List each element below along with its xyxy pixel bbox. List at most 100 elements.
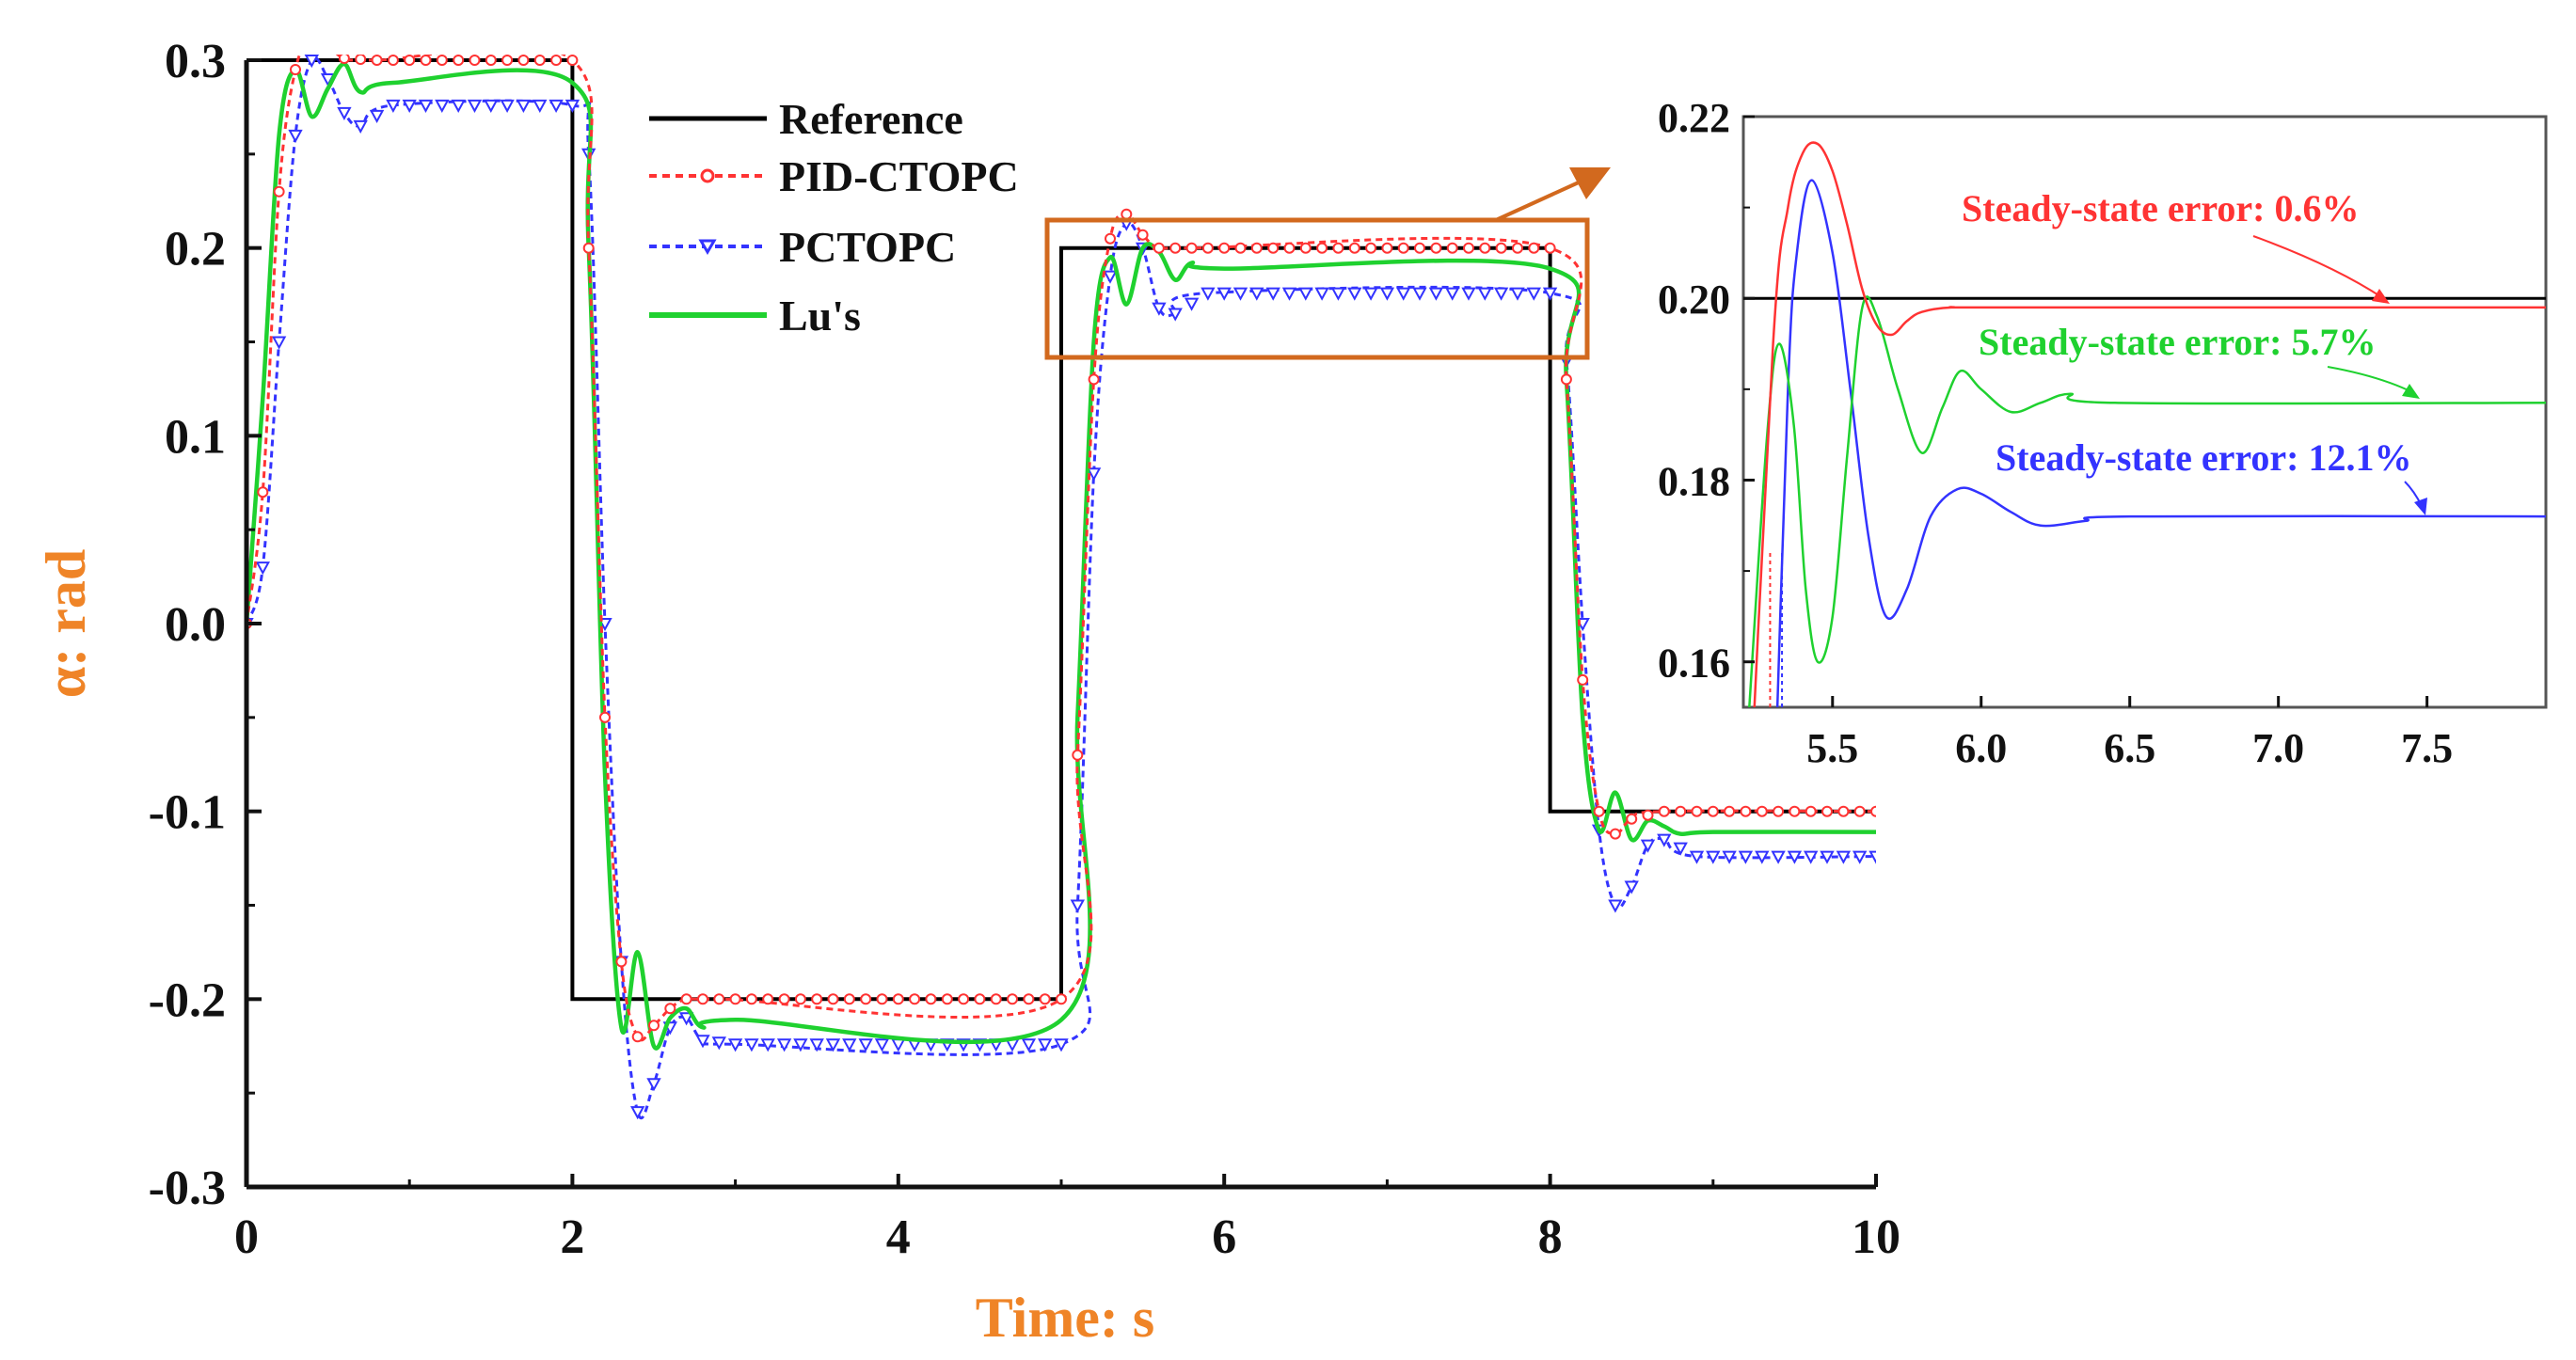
marker-pid-ctopc bbox=[876, 993, 888, 1005]
main-series-group bbox=[246, 37, 1876, 1120]
x-tick-label: 4 bbox=[886, 1210, 911, 1264]
marker-pid-ctopc bbox=[501, 55, 514, 66]
x-tick-label: 6 bbox=[1212, 1210, 1236, 1264]
marker-pctopc bbox=[564, 99, 580, 113]
series-pid-ctopc-line bbox=[246, 55, 1876, 1042]
inset-y-tick-label: 0.20 bbox=[1658, 277, 1730, 323]
marker-pid-ctopc bbox=[1056, 993, 1067, 1005]
marker-pctopc bbox=[1755, 850, 1770, 864]
marker-pid-ctopc bbox=[1185, 242, 1198, 254]
legend-label-reference: Reference bbox=[779, 95, 963, 143]
marker-pctopc bbox=[1852, 850, 1868, 864]
legend-label-lus: Lu's bbox=[779, 292, 861, 340]
marker-pctopc bbox=[1526, 287, 1541, 301]
inset-y-tick-label: 0.16 bbox=[1658, 640, 1730, 687]
marker-pid-ctopc bbox=[1121, 208, 1133, 220]
marker-pctopc bbox=[1836, 850, 1852, 864]
series-lus-line bbox=[246, 61, 1876, 1051]
marker-pctopc bbox=[451, 99, 466, 113]
marker-pid-ctopc bbox=[1609, 828, 1621, 840]
zoom-arrow-line bbox=[1495, 180, 1582, 222]
marker-pctopc bbox=[1771, 850, 1786, 864]
marker-pid-ctopc bbox=[550, 55, 563, 66]
marker-pctopc bbox=[402, 99, 417, 113]
y-tick-label: -0.3 bbox=[149, 1162, 226, 1215]
marker-pid-ctopc bbox=[1658, 805, 1670, 817]
annotation-arrow-lus bbox=[2402, 384, 2420, 399]
marker-pctopc bbox=[1070, 899, 1085, 913]
marker-pid-ctopc bbox=[1577, 673, 1589, 686]
marker-pctopc bbox=[1281, 287, 1297, 301]
marker-pid-ctopc bbox=[794, 993, 806, 1005]
marker-pctopc bbox=[1216, 287, 1232, 301]
marker-pid-ctopc bbox=[257, 486, 269, 498]
annotation-arrow-pid-ctopc bbox=[2372, 289, 2390, 304]
x-tick-label: 2 bbox=[560, 1210, 584, 1264]
marker-pctopc bbox=[711, 1036, 726, 1051]
marker-pctopc bbox=[793, 1038, 808, 1052]
marker-pid-ctopc bbox=[1837, 805, 1850, 817]
legend-marker-pctopc bbox=[698, 239, 717, 255]
marker-pid-ctopc bbox=[729, 993, 741, 1005]
inset-tick-group: 5.5 6.0 6.5 7.0 7.5 0.22 0.20 0.18 0.16 bbox=[1658, 95, 2453, 771]
marker-pid-ctopc bbox=[1007, 993, 1018, 1005]
marker-pid-ctopc bbox=[1299, 242, 1312, 254]
marker-pid-ctopc bbox=[1544, 242, 1556, 254]
marker-pctopc bbox=[1054, 1038, 1069, 1052]
annotation-lus: Steady-state error: 5.7% bbox=[1979, 321, 2376, 363]
annotation-arrow-pctopc bbox=[2414, 498, 2427, 515]
marker-pctopc bbox=[1232, 287, 1248, 301]
marker-pctopc bbox=[858, 1038, 873, 1052]
marker-pctopc bbox=[1103, 270, 1118, 284]
marker-pid-ctopc bbox=[615, 956, 628, 968]
marker-pctopc bbox=[1201, 287, 1216, 301]
marker-pctopc bbox=[1298, 287, 1313, 301]
marker-pid-ctopc bbox=[909, 993, 921, 1005]
marker-pctopc bbox=[1038, 1038, 1053, 1052]
inset-x-tick-label: 6.0 bbox=[1955, 725, 2007, 771]
marker-pctopc bbox=[1542, 287, 1558, 301]
marker-pid-ctopc bbox=[1234, 242, 1247, 254]
marker-pctopc bbox=[842, 1038, 857, 1052]
marker-pid-ctopc bbox=[469, 55, 481, 66]
marker-pid-ctopc bbox=[1707, 805, 1719, 817]
annotation-pointer-pid-ctopc bbox=[2252, 235, 2384, 299]
marker-pctopc bbox=[1608, 899, 1623, 913]
y-tick-label: 0.2 bbox=[165, 223, 226, 277]
marker-pid-ctopc bbox=[307, 37, 316, 46]
marker-pid-ctopc bbox=[892, 993, 904, 1005]
marker-pctopc bbox=[1396, 287, 1411, 301]
marker-pid-ctopc bbox=[1789, 805, 1801, 817]
marker-pctopc bbox=[1330, 287, 1346, 301]
marker-pctopc bbox=[304, 55, 319, 69]
marker-pid-ctopc bbox=[1105, 232, 1116, 245]
marker-pctopc bbox=[1820, 850, 1835, 864]
marker-pid-ctopc bbox=[811, 993, 823, 1005]
marker-pctopc bbox=[467, 99, 483, 113]
marker-pctopc bbox=[1265, 287, 1280, 301]
marker-pid-ctopc bbox=[745, 993, 757, 1005]
marker-pid-ctopc bbox=[273, 185, 285, 198]
marker-pctopc bbox=[1347, 287, 1362, 301]
marker-pctopc bbox=[1461, 287, 1476, 301]
marker-pid-ctopc bbox=[664, 1003, 676, 1015]
marker-pctopc bbox=[1445, 287, 1460, 301]
marker-pctopc bbox=[1738, 850, 1754, 864]
marker-pid-ctopc bbox=[1805, 805, 1817, 817]
marker-pctopc bbox=[1428, 287, 1444, 301]
marker-pctopc bbox=[1787, 850, 1803, 864]
marker-pid-ctopc bbox=[974, 993, 986, 1005]
marker-pid-ctopc bbox=[290, 64, 301, 75]
inset-annotations: Steady-state error: 0.6% Steady-state er… bbox=[1962, 187, 2427, 515]
marker-pctopc bbox=[484, 99, 499, 113]
marker-pctopc bbox=[369, 109, 385, 123]
marker-pctopc bbox=[1363, 287, 1378, 301]
marker-pctopc bbox=[1624, 880, 1639, 894]
marker-pctopc bbox=[695, 1035, 710, 1049]
legend-label-pctopc: PCTOPC bbox=[779, 223, 956, 271]
marker-pid-ctopc bbox=[1756, 805, 1768, 817]
marker-pctopc bbox=[776, 1038, 792, 1052]
marker-pid-ctopc bbox=[1773, 805, 1785, 817]
zoom-arrow-head bbox=[1569, 167, 1611, 199]
marker-pid-ctopc bbox=[1088, 373, 1100, 386]
